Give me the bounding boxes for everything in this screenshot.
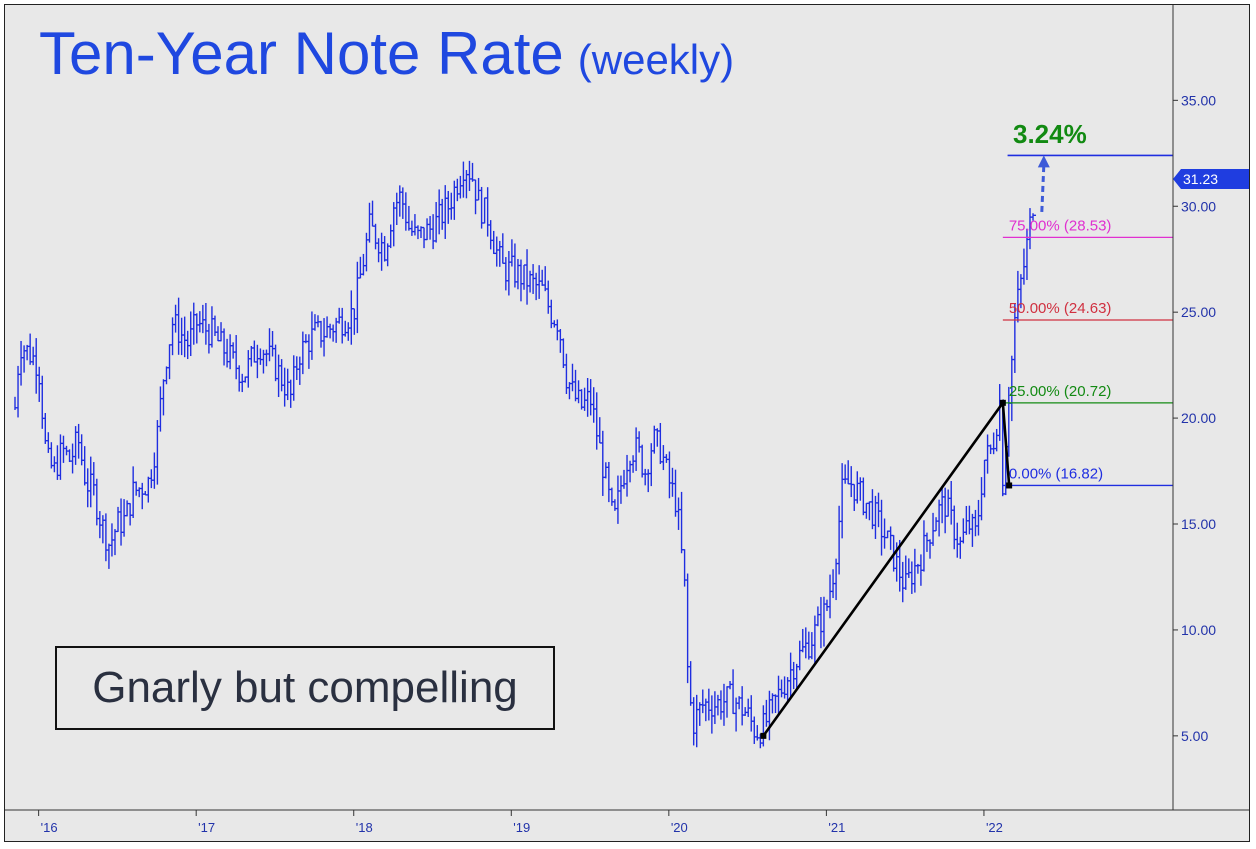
- y-tick-label: 10.00: [1181, 622, 1216, 638]
- x-tick-label: '19: [513, 820, 530, 835]
- x-tick-label: '20: [671, 820, 688, 835]
- y-tick-label: 20.00: [1181, 410, 1216, 426]
- y-tick-label: 5.00: [1181, 728, 1208, 744]
- chart-title: Ten-Year Note Rate (weekly): [39, 19, 734, 88]
- pattern-point: [999, 399, 1006, 406]
- projection-arrow: [1040, 165, 1046, 213]
- fib-label: 75.00% (28.53): [1009, 217, 1112, 234]
- title-sub: (weekly): [577, 36, 735, 83]
- x-tick-label: '21: [828, 820, 845, 835]
- fib-label: 0.00% (16.82): [1009, 465, 1103, 482]
- fib-label: 25.00% (20.72): [1009, 383, 1112, 400]
- pattern-point: [760, 732, 767, 739]
- fib-label: 50.00% (24.63): [1009, 300, 1112, 317]
- x-tick-label: '17: [198, 820, 215, 835]
- x-tick-label: '22: [986, 820, 1003, 835]
- x-tick-label: '18: [356, 820, 373, 835]
- y-tick-label: 15.00: [1181, 516, 1216, 532]
- x-tick-label: '16: [41, 820, 58, 835]
- last-price-tag: 31.23: [1173, 169, 1249, 189]
- abc-pattern-line: [762, 399, 1011, 737]
- projection-arrow-head: [1037, 155, 1050, 168]
- price-chart[interactable]: 75.00% (28.53) 50.00% (24.63) 25.00% (20.7…: [5, 5, 1250, 842]
- price-series: [14, 160, 1037, 749]
- target-label: 3.24%: [1013, 119, 1087, 149]
- title-main: Ten-Year Note Rate: [39, 20, 564, 87]
- pattern-point: [1006, 482, 1013, 489]
- y-tick-label: 30.00: [1181, 198, 1216, 214]
- annotation-text: Gnarly but compelling: [92, 663, 518, 712]
- y-tick-label: 25.00: [1181, 304, 1216, 320]
- annotation-box: Gnarly but compelling: [55, 646, 555, 730]
- chart-frame: 75.00% (28.53) 50.00% (24.63) 25.00% (20.7…: [4, 4, 1250, 842]
- y-tick-label: 35.00: [1181, 92, 1216, 108]
